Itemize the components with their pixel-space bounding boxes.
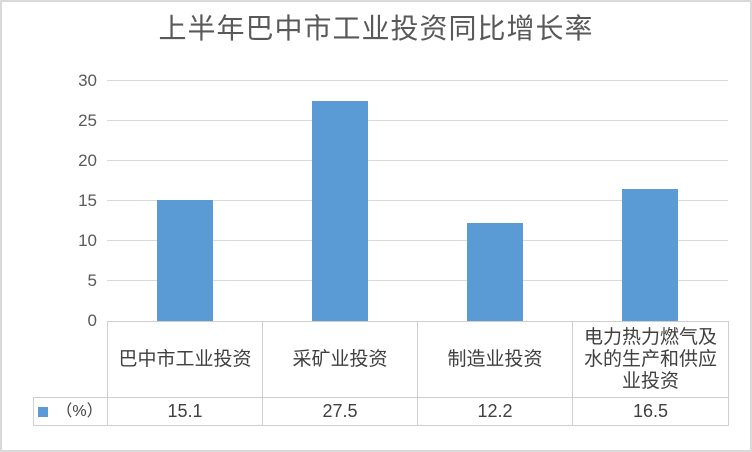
- gridline: [107, 240, 728, 241]
- plot-area: [107, 80, 728, 321]
- gridline: [107, 160, 728, 161]
- legend-series-label: （%）: [56, 403, 103, 420]
- value-cell: 12.2: [417, 397, 573, 426]
- table-header-row: 巴中市工业投资 采矿业投资 制造业投资 电力热力燃气及 水的生产和供应 业投资: [34, 321, 729, 398]
- y-axis-label: 25: [78, 111, 97, 130]
- gridline: [107, 120, 728, 121]
- value-cell: 15.1: [107, 397, 263, 426]
- gridline: [107, 280, 728, 281]
- legend-cell: （%）: [33, 397, 108, 426]
- chart-title: 上半年巴中市工业投资同比增长率: [158, 13, 594, 44]
- value-cell: 16.5: [572, 397, 729, 426]
- category-header-cell: 采矿业投资: [262, 321, 418, 398]
- bar: [311, 101, 368, 321]
- category-header-cell: 制造业投资: [417, 321, 573, 398]
- y-axis-label: 0: [87, 311, 97, 330]
- bar: [622, 189, 679, 321]
- gridline: [107, 80, 728, 81]
- y-axis-label: 20: [78, 151, 97, 170]
- bar: [467, 223, 524, 321]
- y-axis-label: 15: [78, 191, 97, 210]
- category-header-cell: 巴中市工业投资: [107, 321, 263, 398]
- y-axis-label: 10: [78, 231, 97, 250]
- table-corner-blank: [34, 322, 108, 398]
- y-axis-label: 30: [78, 71, 97, 90]
- legend-color-swatch-icon: [38, 406, 49, 417]
- gridline: [107, 200, 728, 201]
- value-cell: 27.5: [262, 397, 418, 426]
- table-values-row: （%） 15.1 27.5 12.2 16.5: [33, 397, 729, 426]
- y-axis-label: 5: [87, 271, 97, 290]
- category-header-cell: 电力热力燃气及 水的生产和供应 业投资: [572, 321, 729, 398]
- data-table: 巴中市工业投资 采矿业投资 制造业投资 电力热力燃气及 水的生产和供应 业投资 （%）…: [33, 321, 729, 426]
- bar: [156, 200, 213, 321]
